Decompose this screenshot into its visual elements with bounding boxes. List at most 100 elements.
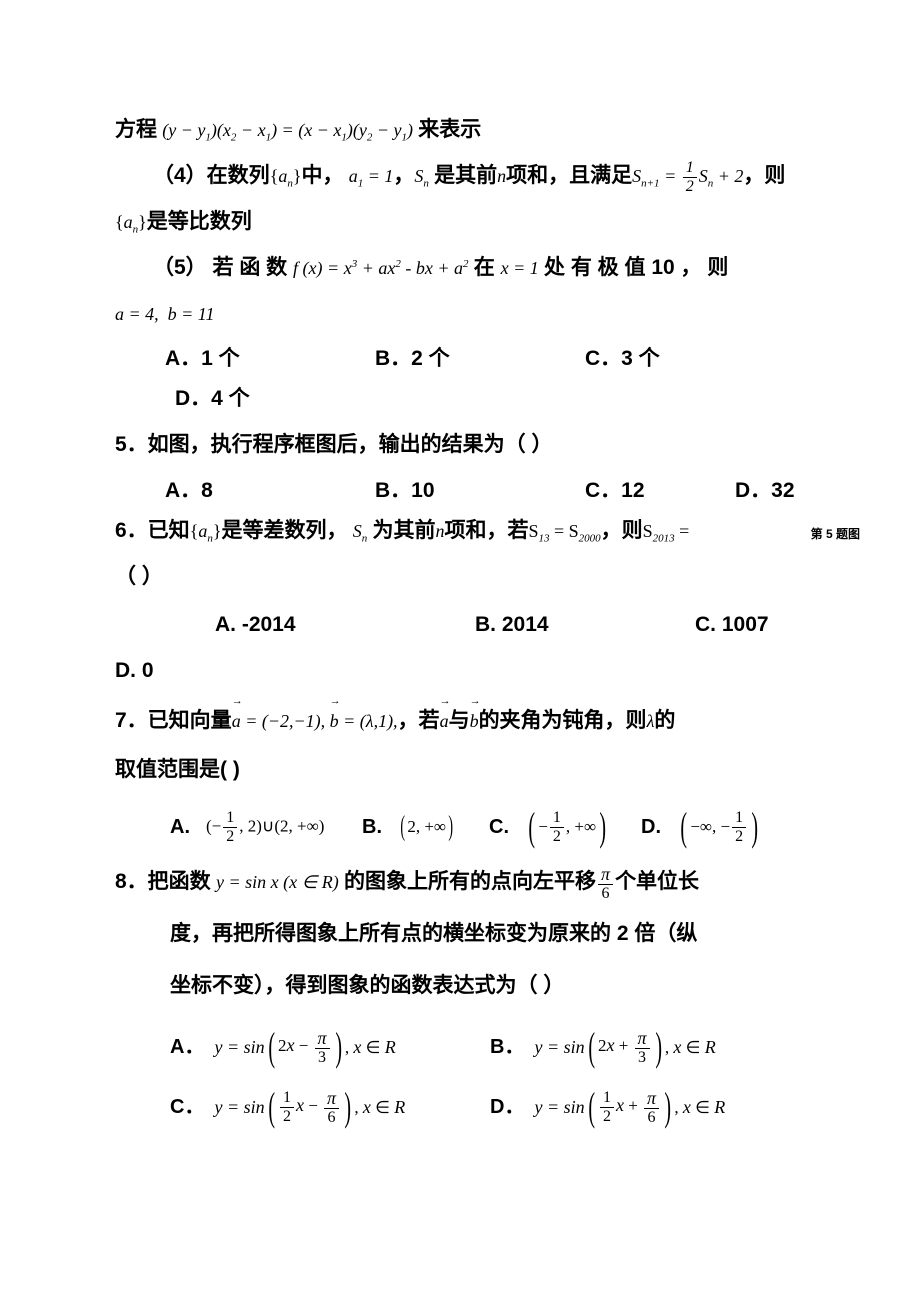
- q7-al: A.: [170, 808, 190, 846]
- q6-b: 是等差数列，: [221, 519, 347, 542]
- q8-c: 个单位长: [615, 870, 699, 893]
- q8-line3: 坐标不变），得到图象的函数表达式为（ ）: [115, 966, 805, 1006]
- q7-dv: (−∞, −12): [677, 810, 761, 845]
- s5-opt-c: C．3 个: [585, 339, 725, 379]
- q5-opt-b: B．10: [375, 471, 575, 511]
- q8-bl: B．: [490, 1028, 524, 1066]
- q8-a: 8．把函数: [115, 870, 211, 893]
- q6-opt-a: A. -2014: [215, 605, 475, 645]
- q5-opt-a: A．8: [165, 471, 365, 511]
- q8-opts-row1: A． y = sin ( 2x − π3 ) , x ∈ R B． y = si…: [115, 1028, 805, 1066]
- s5-options-row2: D．4 个: [115, 379, 805, 419]
- q7-stem: 7．已知向量a = (−2,−1), b = (λ,1),，若a与b的夹角为钝角…: [115, 701, 805, 741]
- q8-opt-c: C． y = sin ( 12x − π6 ) , x ∈ R: [170, 1088, 490, 1126]
- q6-s2013: S2013 =: [643, 521, 690, 541]
- q8-c-expr: y = sin: [214, 1090, 264, 1124]
- s5-opt-d: D．4 个: [175, 387, 250, 410]
- s4-t2: ，: [393, 164, 414, 187]
- q7-bl: B.: [362, 808, 382, 846]
- q8-fx: y = sin x (x ∈ R): [216, 872, 339, 892]
- q6-a: 6．已知: [115, 519, 190, 542]
- q8-opt-b: B． y = sin ( 2x + π3 ) , x ∈ R: [490, 1028, 716, 1066]
- s4-t5: ，则: [743, 164, 785, 187]
- q8-a-expr: y = sin: [214, 1030, 264, 1064]
- q5-opt-c: C．12: [585, 471, 725, 511]
- q6-d: 项和，若: [444, 519, 528, 542]
- s5-t2: 处 有 极 值 10 ， 则: [544, 256, 728, 279]
- q6-opt-c: C. 1007: [695, 605, 769, 645]
- s4-sn: Sn: [414, 166, 429, 186]
- eq-line: (y − y1)(x2 − x1) = (x − x1)(y2 − y1): [162, 120, 413, 140]
- q8-al: A．: [170, 1028, 204, 1066]
- statement-4: （4）在数列{an}中， a1 = 1，Sn 是其前n项和，且满足Sn+1 = …: [115, 156, 805, 196]
- q8-a-post: , x ∈ R: [345, 1030, 396, 1064]
- q8-line2: 度，再把所得图象上所有点的横坐标变为原来的 2 倍（纵: [115, 914, 805, 954]
- s5-t1: 在: [474, 256, 501, 279]
- s5-x1: x = 1: [501, 258, 539, 278]
- s4-eq: Sn+1 = 12Sn + 2: [632, 166, 743, 186]
- q8-b: 的图象上所有的点向左平移: [344, 870, 596, 893]
- s5-ab: a = 4, b = 11: [115, 304, 214, 324]
- q8-b-post: , x ∈ R: [665, 1030, 716, 1064]
- s4-n: n: [497, 166, 506, 186]
- q6-e: ，则: [601, 519, 643, 542]
- s5-fx: f (x) = x3 + ax2 - bx + a2: [293, 258, 468, 278]
- s4-t3: 是其前: [434, 164, 497, 187]
- q8-d-paren: ( 12x + π6 ): [585, 1088, 675, 1126]
- q5-caption: 第 5 题图: [811, 523, 860, 546]
- s4-set: {an}: [270, 166, 302, 186]
- s4-t1: 中，: [301, 164, 343, 187]
- q7-c: 与: [449, 709, 470, 732]
- q6-stem: 6．已知{an}是等差数列， Sn 为其前n项和，若S13 = S2000，则S…: [115, 511, 805, 551]
- q8-c-paren: ( 12x − π6 ): [265, 1088, 355, 1126]
- q7-e: 的: [654, 709, 675, 732]
- statement-5-line2: a = 4, b = 11: [115, 294, 805, 334]
- q7-cl: C.: [489, 808, 509, 846]
- text-fangcheng: 方程: [115, 118, 157, 141]
- s4-label: （4）在数列: [153, 164, 270, 187]
- q7-dl: D.: [641, 808, 661, 846]
- statement-4-line2: {an}是等比数列: [115, 202, 805, 242]
- text-laibiaoshi: 来表示: [418, 118, 481, 141]
- q7-cv: (−12, +∞): [525, 810, 635, 845]
- q8-dl: D．: [490, 1088, 524, 1126]
- q8-opt-d: D． y = sin ( 12x + π6 ) , x ∈ R: [490, 1088, 725, 1126]
- q8-b-expr: y = sin: [534, 1030, 584, 1064]
- q5-stem: 5．如图，执行程序框图后，输出的结果为（ ）: [115, 425, 805, 465]
- q8-d-expr: y = sin: [534, 1090, 584, 1124]
- q7-bv: (2, +∞): [398, 811, 483, 843]
- statement-5: （5） 若 函 数 f (x) = x3 + ax2 - bx + a2 在 x…: [115, 248, 805, 288]
- q8-opt-a: A． y = sin ( 2x − π3 ) , x ∈ R: [170, 1028, 490, 1066]
- q7-vb: b: [470, 704, 479, 738]
- q8-d-post: , x ∈ R: [674, 1090, 725, 1124]
- q8-b-paren: ( 2x + π3 ): [585, 1028, 665, 1066]
- q7-line2: 取值范围是( ): [115, 750, 805, 790]
- q8-c-post: , x ∈ R: [354, 1090, 405, 1124]
- q8-a-paren: ( 2x − π3 ): [265, 1028, 345, 1066]
- prefix-line: 方程 (y − y1)(x2 − x1) = (x − x1)(y2 − y1)…: [115, 110, 805, 150]
- q6-opt-b: B. 2014: [475, 605, 695, 645]
- q8-opts-row2: C． y = sin ( 12x − π6 ) , x ∈ R D． y = s…: [115, 1088, 805, 1126]
- q7-veca: a = (−2,−1), b = (λ,1),: [232, 711, 398, 731]
- page-content: 方程 (y − y1)(x2 − x1) = (x − x1)(y2 − y1)…: [115, 110, 805, 1126]
- q8-stem: 8．把函数 y = sin x (x ∈ R) 的图象上所有的点向左平移π6个单…: [115, 862, 805, 902]
- q6-options: A. -2014 B. 2014 C. 1007: [115, 605, 805, 645]
- q6-sn: Sn: [353, 521, 368, 541]
- q6-c: 为其前: [372, 519, 435, 542]
- s5-opt-a: A．1 个: [165, 339, 365, 379]
- s4-a1: a1 = 1: [349, 166, 394, 186]
- q6-set: {an}: [190, 521, 222, 541]
- s5-opt-b: B．2 个: [375, 339, 575, 379]
- s5-label: （5） 若 函 数: [153, 256, 293, 279]
- q5-options: A．8 B．10 C．12 D．32: [115, 471, 805, 511]
- s4-t4: 项和，且满足: [506, 164, 632, 187]
- q8-cl: C．: [170, 1088, 204, 1126]
- q6-opt-d: D. 0: [115, 651, 805, 691]
- q6-paren: （ ）: [115, 557, 805, 597]
- q6-eq: S13 = S2000: [528, 521, 600, 541]
- q7-options: A. (−12, 2)∪(2, +∞) B. (2, +∞) C. (−12, …: [115, 808, 805, 846]
- s5-options-row1: A．1 个 B．2 个 C．3 个: [115, 339, 805, 379]
- q7-va: a: [440, 704, 449, 738]
- s4-set2: {an}: [115, 212, 147, 232]
- q7-a: 7．已知向量: [115, 709, 232, 732]
